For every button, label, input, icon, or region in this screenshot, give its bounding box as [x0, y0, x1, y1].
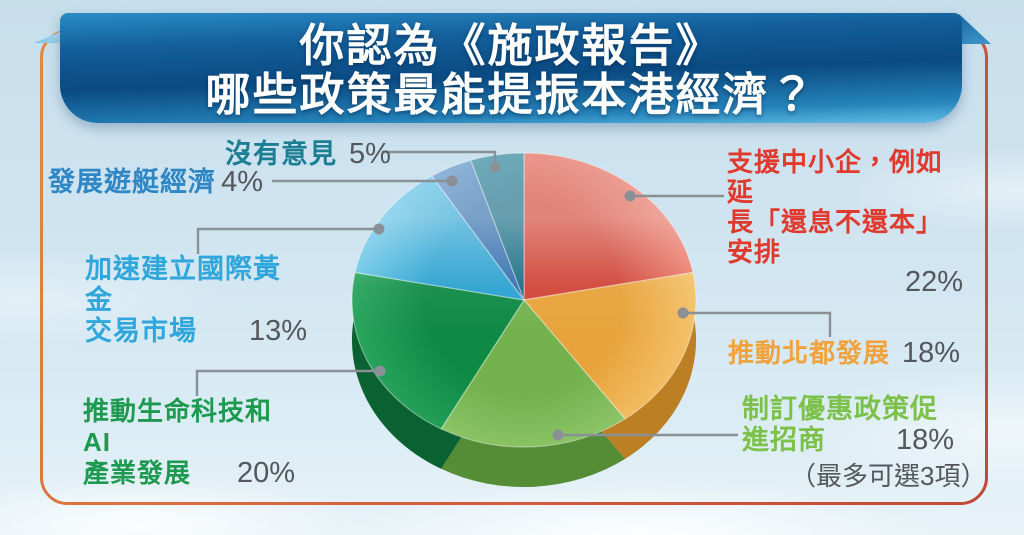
- label-gold-market-line1: 加速建立國際黃金: [85, 254, 281, 315]
- label-gold-market-line2: 交易市場: [85, 316, 197, 346]
- max-choices-note: （最多可選3項）: [790, 461, 987, 491]
- label-investment-incentives-line2: 進招商: [742, 425, 826, 455]
- page-title-line1: 你認為《施政報告》: [299, 19, 723, 72]
- label-biotech-ai-line2: 產業發展: [83, 458, 192, 488]
- label-biotech-ai: 推動生命科技和AI 產業發展 20%: [83, 396, 295, 489]
- leader-dot: [489, 161, 501, 173]
- label-investment-incentives-pct: 18%: [895, 424, 954, 456]
- leader-dot: [552, 429, 564, 441]
- label-sme-support-line1: 支援中小企，例如延: [727, 147, 944, 207]
- label-biotech-ai-line1: 推動生命科技和AI: [83, 396, 273, 457]
- label-no-opinion-pct: 5%: [349, 138, 391, 170]
- leader-dot: [373, 223, 385, 235]
- pie-gloss-overlay: [352, 153, 696, 447]
- label-yacht-economy-text: 發展遊艇經濟: [48, 167, 216, 197]
- label-northern-metropolis-pct: 18%: [901, 337, 960, 369]
- label-investment-incentives: 制訂優惠政策促 進招商 18%: [742, 394, 954, 456]
- leader-line: [196, 227, 379, 254]
- leader-dot: [677, 307, 689, 319]
- label-sme-support: 支援中小企，例如延 長「還息不還本」安排 22%: [727, 147, 963, 297]
- label-investment-incentives-line1: 制訂優惠政策促: [742, 394, 938, 424]
- page-title-line2: 哪些政策最能提振本港經濟？: [205, 68, 817, 121]
- label-gold-market: 加速建立國際黃金 交易市場 13%: [85, 254, 307, 347]
- label-northern-metropolis: 推動北都發展 18%: [728, 338, 960, 369]
- leader-dot: [374, 365, 386, 377]
- label-no-opinion-text: 沒有意見: [225, 139, 337, 169]
- label-sme-support-pct: 22%: [904, 266, 963, 298]
- leader-line: [195, 369, 380, 396]
- label-yacht-economy-pct: 4%: [221, 166, 263, 198]
- label-gold-market-pct: 13%: [248, 315, 307, 347]
- title-banner: [60, 13, 962, 123]
- label-no-opinion: 沒有意見 5%: [225, 139, 391, 170]
- label-sme-support-line2: 長「還息不還本」安排: [727, 207, 944, 267]
- label-northern-metropolis-text: 推動北都發展: [728, 338, 891, 368]
- leader-line: [683, 311, 832, 337]
- leader-dot: [624, 190, 636, 202]
- leader-dot: [446, 175, 458, 187]
- label-biotech-ai-pct: 20%: [236, 457, 295, 489]
- label-yacht-economy: 發展遊艇經濟 4%: [48, 167, 263, 198]
- page-title: 你認為《施政報告》 哪些政策最能提振本港經濟？: [60, 21, 962, 119]
